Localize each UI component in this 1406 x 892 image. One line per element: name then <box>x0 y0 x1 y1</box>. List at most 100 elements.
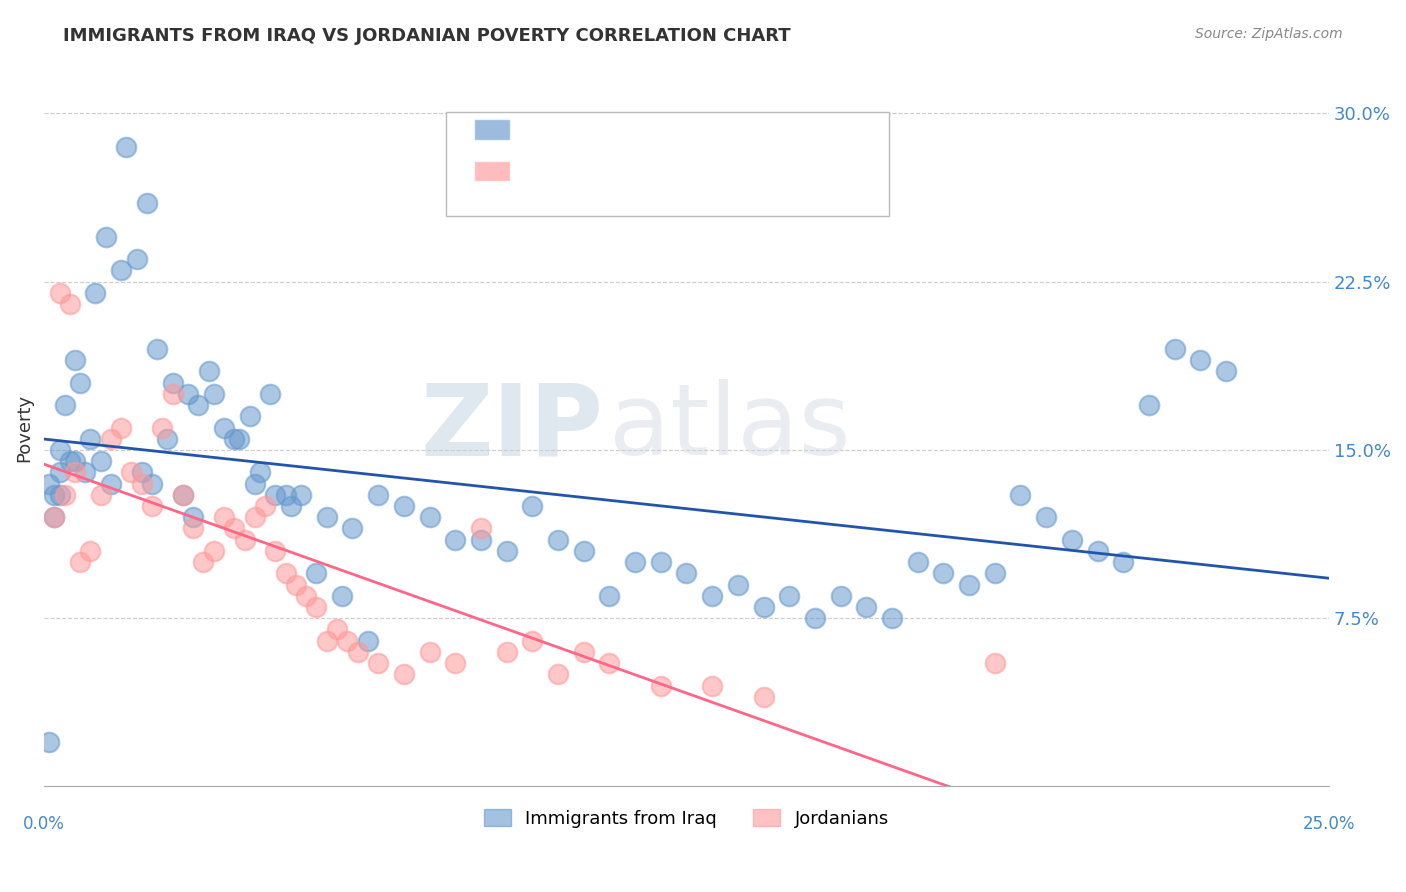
Point <box>48 466 70 480</box>
Point <box>367 656 389 670</box>
Point <box>495 645 517 659</box>
FancyBboxPatch shape <box>474 161 510 181</box>
Text: Source: ZipAtlas.com: Source: ZipAtlas.com <box>1195 27 1343 41</box>
Point <box>315 633 337 648</box>
Point <box>290 488 312 502</box>
Point <box>1087 544 1109 558</box>
Point <box>38 734 60 748</box>
Point <box>38 476 60 491</box>
Point <box>444 656 467 670</box>
Point <box>131 466 153 480</box>
Point <box>392 499 415 513</box>
Point <box>141 499 163 513</box>
Point <box>264 544 287 558</box>
Point <box>90 454 112 468</box>
Point <box>94 229 117 244</box>
Point <box>1035 510 1057 524</box>
Point <box>121 466 143 480</box>
Point <box>830 589 852 603</box>
Point <box>752 599 775 614</box>
Point <box>1010 488 1032 502</box>
Text: atlas: atlas <box>609 379 851 476</box>
Point <box>957 577 980 591</box>
Point <box>259 387 281 401</box>
Point <box>1112 555 1135 569</box>
Y-axis label: Poverty: Poverty <box>15 393 32 461</box>
Text: N = 47: N = 47 <box>673 162 737 180</box>
Point <box>197 364 219 378</box>
Point <box>572 645 595 659</box>
Point <box>90 488 112 502</box>
Point <box>224 432 246 446</box>
Point <box>326 623 349 637</box>
Point <box>156 432 179 446</box>
Point <box>48 442 70 457</box>
Point <box>44 510 66 524</box>
Point <box>63 353 86 368</box>
Point <box>193 555 215 569</box>
Point <box>495 544 517 558</box>
Point <box>984 566 1007 581</box>
Point <box>125 252 148 267</box>
Point <box>650 555 672 569</box>
Text: 0.0%: 0.0% <box>22 815 65 833</box>
Point <box>59 297 82 311</box>
Text: R = -0.240: R = -0.240 <box>526 162 623 180</box>
Point <box>131 476 153 491</box>
Point <box>295 589 318 603</box>
Point <box>470 533 492 547</box>
Point <box>342 521 364 535</box>
Point <box>224 521 246 535</box>
Point <box>932 566 955 581</box>
Point <box>752 690 775 704</box>
Point <box>243 510 266 524</box>
Point <box>110 263 132 277</box>
Point <box>1189 353 1212 368</box>
Point <box>162 376 184 390</box>
Point <box>315 510 337 524</box>
Text: R = -0.044: R = -0.044 <box>526 120 623 138</box>
Point <box>187 398 209 412</box>
Point <box>1163 342 1185 356</box>
Point <box>53 398 76 412</box>
Text: 25.0%: 25.0% <box>1302 815 1355 833</box>
Point <box>75 466 97 480</box>
Point <box>418 645 440 659</box>
Point <box>100 432 122 446</box>
Point <box>392 667 415 681</box>
Point <box>880 611 903 625</box>
Point <box>135 196 157 211</box>
Point <box>228 432 250 446</box>
Point <box>115 140 138 154</box>
Point <box>202 387 225 401</box>
Point <box>48 285 70 300</box>
Point <box>1060 533 1083 547</box>
Point <box>172 488 194 502</box>
Point <box>1137 398 1160 412</box>
Text: N = 83: N = 83 <box>673 120 735 138</box>
Point <box>1215 364 1237 378</box>
Point <box>305 566 328 581</box>
Point <box>63 454 86 468</box>
Point <box>249 466 271 480</box>
Point <box>177 387 200 401</box>
Point <box>233 533 256 547</box>
Point <box>522 633 544 648</box>
Point <box>59 454 82 468</box>
Point <box>650 679 672 693</box>
Point <box>69 555 91 569</box>
Point <box>855 599 877 614</box>
Point <box>53 488 76 502</box>
Point <box>984 656 1007 670</box>
Point <box>264 488 287 502</box>
Point <box>727 577 749 591</box>
Point <box>598 656 620 670</box>
Point <box>141 476 163 491</box>
Text: IMMIGRANTS FROM IRAQ VS JORDANIAN POVERTY CORRELATION CHART: IMMIGRANTS FROM IRAQ VS JORDANIAN POVERT… <box>63 27 792 45</box>
Point <box>79 544 101 558</box>
Point <box>181 510 204 524</box>
Point <box>212 510 235 524</box>
Point <box>346 645 368 659</box>
Point <box>598 589 620 603</box>
Point <box>84 285 107 300</box>
